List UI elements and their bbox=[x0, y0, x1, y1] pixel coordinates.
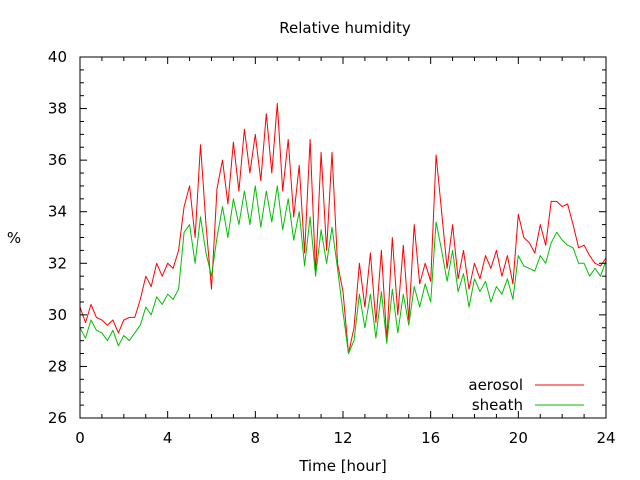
series-line-sheath bbox=[79, 185, 607, 354]
legend-label: aerosol bbox=[468, 376, 523, 394]
y-tick-label: 28 bbox=[48, 357, 67, 375]
y-tick-labels: 26 28 30 32 34 36 38 40 bbox=[48, 48, 67, 427]
x-tick-label: 24 bbox=[596, 429, 615, 447]
y-tick-label: 34 bbox=[48, 203, 67, 221]
y-axis-label: % bbox=[7, 229, 21, 247]
plot-series-layer bbox=[79, 102, 607, 354]
x-axis-label: Time [hour] bbox=[298, 457, 387, 475]
x-tick-labels: 0 4 8 12 16 20 24 bbox=[75, 429, 615, 447]
plot-frame bbox=[79, 56, 607, 419]
x-tick-label: 16 bbox=[421, 429, 440, 447]
tick-marks bbox=[79, 56, 607, 419]
series-line-aerosol bbox=[79, 102, 607, 354]
y-tick-label: 36 bbox=[48, 151, 67, 169]
legend: aerosol sheath bbox=[468, 376, 584, 414]
y-tick-label: 40 bbox=[48, 48, 67, 66]
x-tick-label: 8 bbox=[251, 429, 261, 447]
y-tick-label: 30 bbox=[48, 306, 67, 324]
y-tick-label: 32 bbox=[48, 254, 67, 272]
x-tick-label: 4 bbox=[163, 429, 173, 447]
x-tick-label: 0 bbox=[75, 429, 85, 447]
y-tick-label: 26 bbox=[48, 409, 67, 427]
x-tick-label: 12 bbox=[333, 429, 352, 447]
y-tick-label: 38 bbox=[48, 100, 67, 118]
legend-label: sheath bbox=[472, 396, 523, 414]
x-tick-label: 20 bbox=[509, 429, 528, 447]
chart-title: Relative humidity bbox=[279, 19, 411, 37]
